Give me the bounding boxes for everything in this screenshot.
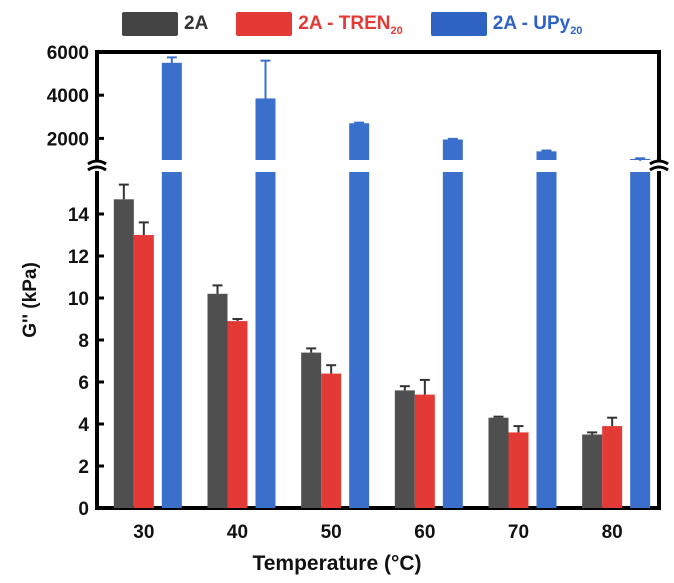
bar bbox=[630, 172, 651, 508]
bar bbox=[442, 139, 463, 160]
bar bbox=[255, 172, 276, 508]
x-tick-label: 60 bbox=[414, 522, 435, 543]
y-tick-label: 0 bbox=[78, 499, 89, 520]
axis-break-mark bbox=[87, 165, 107, 172]
bar bbox=[394, 390, 415, 508]
y-tick-label: 12 bbox=[68, 247, 89, 268]
bar bbox=[488, 417, 509, 508]
bar bbox=[301, 352, 322, 508]
bar bbox=[536, 151, 557, 160]
x-tick-label: 40 bbox=[227, 522, 248, 543]
y-axis-label: G'' (kPa) bbox=[20, 262, 41, 338]
bar bbox=[321, 373, 342, 508]
bar bbox=[442, 172, 463, 508]
tick-labels: 2000 4000 6000 0 2 4 6 8 10 12 14 30 40 50 60 70 80 bbox=[47, 43, 623, 543]
legend-swatch-2a-upy bbox=[430, 12, 487, 36]
legend-item-2a-tren: 2A - TREN20 bbox=[236, 12, 403, 37]
y-tick-label: 6 bbox=[78, 373, 89, 394]
y-tick-label: 2000 bbox=[47, 129, 89, 150]
bar bbox=[349, 172, 370, 508]
y-tick-label: 4 bbox=[78, 415, 89, 436]
bar bbox=[161, 172, 182, 508]
bar bbox=[255, 98, 276, 160]
axis-break-mark bbox=[649, 165, 669, 172]
legend: 2A 2A - TREN20 2A - UPy20 bbox=[122, 12, 610, 37]
x-tick-label: 70 bbox=[508, 522, 529, 543]
y-tick-label: 4000 bbox=[47, 86, 89, 107]
bar bbox=[508, 432, 529, 508]
y-tick-label: 6000 bbox=[47, 43, 89, 64]
bar bbox=[161, 62, 182, 160]
bar bbox=[227, 321, 248, 508]
legend-label-2a: 2A bbox=[184, 13, 209, 34]
bars bbox=[113, 62, 651, 509]
legend-label-2a-tren: 2A - TREN20 bbox=[298, 13, 403, 37]
x-tick-label: 80 bbox=[602, 522, 623, 543]
bar bbox=[207, 293, 228, 508]
axis-break-mark bbox=[87, 159, 107, 166]
legend-item-2a-upy: 2A - UPy20 bbox=[430, 12, 583, 37]
bar bbox=[349, 123, 370, 160]
legend-item-2a: 2A bbox=[122, 12, 208, 36]
bar bbox=[113, 199, 134, 509]
axis-break-gap bbox=[95, 161, 661, 171]
axis-break-mark bbox=[649, 159, 669, 166]
plot-border bbox=[95, 50, 661, 510]
bar bbox=[582, 434, 603, 508]
error-bars bbox=[118, 56, 646, 435]
y-tick-label: 8 bbox=[78, 331, 89, 352]
axis-break-marks bbox=[87, 159, 669, 172]
x-axis-label: Temperature (°C) bbox=[252, 552, 422, 575]
y-tick-label: 10 bbox=[68, 289, 89, 310]
x-tick-label: 30 bbox=[133, 522, 154, 543]
legend-label-2a-upy: 2A - UPy20 bbox=[492, 13, 583, 37]
bar bbox=[536, 172, 557, 508]
bar bbox=[414, 394, 435, 508]
legend-swatch-2a-tren bbox=[236, 12, 293, 36]
bar bbox=[133, 235, 154, 508]
y-tick-label: 2 bbox=[78, 457, 89, 478]
y-tick-label: 14 bbox=[68, 205, 90, 226]
x-tick-label: 50 bbox=[321, 522, 342, 543]
legend-swatch-2a bbox=[122, 12, 178, 36]
bar bbox=[602, 426, 623, 508]
